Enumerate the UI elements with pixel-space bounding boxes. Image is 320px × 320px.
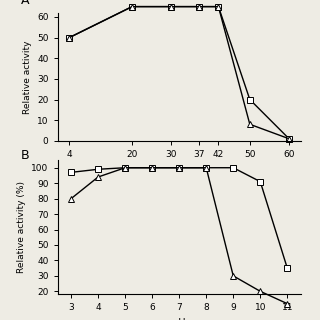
X-axis label: Temperature (°C): Temperature (°C) xyxy=(137,164,221,174)
X-axis label: pH: pH xyxy=(172,318,186,320)
Y-axis label: Relative activity (%): Relative activity (%) xyxy=(17,181,26,273)
Text: B: B xyxy=(21,149,30,162)
Text: A: A xyxy=(21,0,30,7)
Y-axis label: Relative activity: Relative activity xyxy=(22,40,31,114)
